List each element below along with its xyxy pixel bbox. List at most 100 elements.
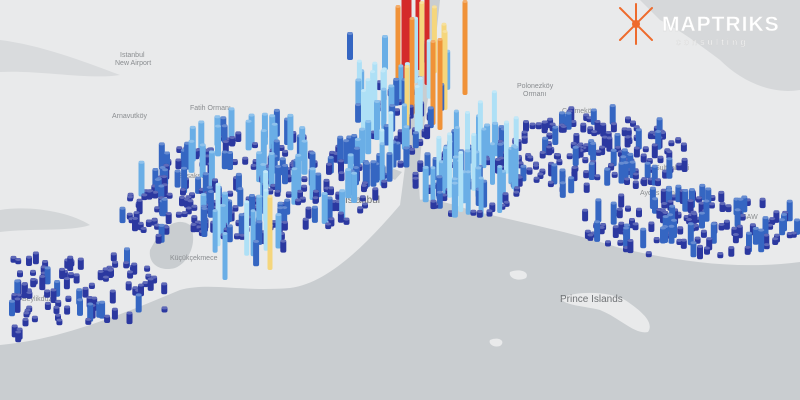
column-top	[152, 190, 159, 194]
column-top	[636, 207, 642, 211]
column-top	[426, 39, 432, 43]
column-top	[595, 149, 602, 153]
column	[624, 135, 631, 148]
column-top	[339, 189, 346, 193]
column	[725, 204, 732, 213]
column-top	[147, 277, 154, 281]
column-top	[649, 186, 656, 190]
column-top	[152, 168, 159, 171]
column-top	[699, 211, 705, 215]
column-top	[414, 85, 420, 88]
column	[393, 77, 400, 106]
column	[161, 282, 168, 295]
column-top	[282, 149, 289, 153]
column-top	[609, 104, 616, 108]
column-top	[436, 135, 442, 139]
column-top	[583, 182, 590, 186]
column	[682, 189, 689, 212]
column	[64, 305, 71, 315]
column	[275, 165, 282, 194]
column-top	[517, 161, 524, 165]
column-top	[419, 1, 425, 5]
column	[570, 120, 577, 127]
column-top	[346, 135, 353, 139]
column	[347, 32, 353, 60]
column-top	[123, 261, 130, 265]
column	[481, 127, 487, 169]
column-top	[338, 159, 344, 163]
column-top	[794, 218, 800, 222]
column	[675, 137, 682, 144]
column	[426, 39, 432, 99]
column-top	[301, 176, 308, 180]
column-top	[253, 239, 260, 243]
column-top	[752, 226, 759, 230]
column-top	[361, 89, 366, 93]
place-label: Istanbul	[120, 52, 145, 59]
column-top	[577, 142, 584, 146]
column	[68, 272, 74, 279]
column-top	[305, 206, 312, 210]
column	[222, 232, 228, 280]
place-label: Başakşehir	[178, 173, 213, 180]
column-top	[278, 145, 285, 148]
column-top	[533, 161, 539, 165]
column-top	[633, 146, 640, 150]
column-top	[398, 64, 404, 68]
column-top	[706, 237, 713, 241]
column	[110, 252, 117, 262]
column-top	[436, 175, 443, 179]
column-top	[30, 278, 37, 281]
column-top	[779, 218, 786, 222]
column	[476, 210, 483, 218]
column-top	[605, 131, 612, 134]
column-top	[249, 194, 255, 197]
column-top	[594, 220, 601, 224]
column	[632, 222, 639, 231]
column	[588, 162, 595, 180]
column-top	[351, 171, 358, 175]
column	[227, 190, 234, 197]
place-label: SAW	[742, 214, 758, 221]
column-top	[675, 184, 682, 188]
column	[145, 219, 152, 227]
column	[523, 120, 529, 132]
column-top	[718, 223, 725, 226]
column-top	[222, 232, 228, 235]
column-top	[625, 116, 631, 120]
column-top	[337, 211, 344, 215]
column-top	[632, 180, 639, 184]
column	[235, 131, 242, 142]
column-top	[559, 181, 566, 185]
column	[595, 149, 602, 156]
column	[533, 163, 539, 170]
column-top	[301, 184, 308, 188]
column	[612, 225, 619, 238]
column-top	[547, 117, 554, 121]
column-top	[431, 5, 437, 9]
column-top	[737, 197, 744, 201]
column	[231, 159, 238, 166]
column-top	[662, 211, 669, 214]
column-top	[269, 114, 276, 118]
column-top	[436, 190, 443, 194]
column-top	[481, 127, 487, 131]
column	[598, 225, 605, 235]
place-label: Fatih Ormanı	[190, 105, 231, 112]
column	[15, 330, 22, 343]
column	[744, 245, 751, 255]
column-top	[195, 176, 202, 180]
column-top	[279, 157, 286, 161]
column	[359, 195, 366, 202]
column-top	[489, 202, 496, 206]
column	[295, 198, 302, 206]
column-top	[476, 210, 483, 213]
column-top	[44, 301, 51, 305]
column-top	[382, 35, 388, 38]
column-top	[403, 146, 410, 150]
column	[655, 178, 661, 187]
column-top	[26, 255, 32, 259]
island	[509, 270, 527, 280]
column	[624, 177, 630, 185]
column-top	[127, 192, 134, 196]
